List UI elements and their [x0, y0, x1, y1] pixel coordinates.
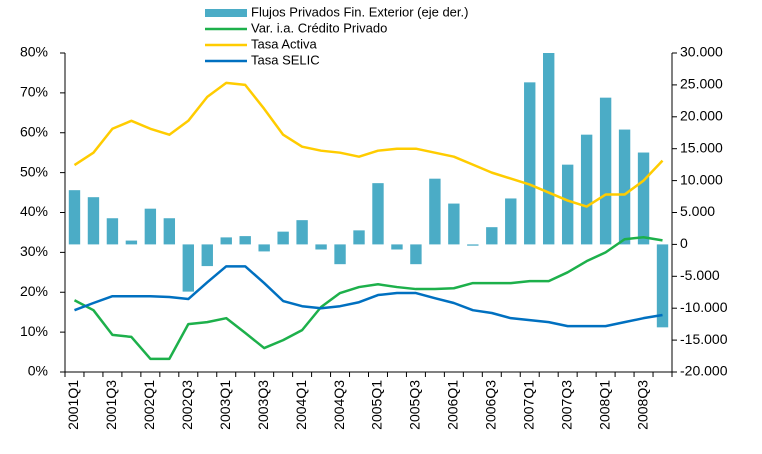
y2-tick-label: 10.000 [680, 171, 723, 187]
legend-swatch [205, 9, 247, 17]
y-tick-label: 60% [20, 123, 48, 139]
y-tick-label: 20% [20, 283, 48, 299]
bar [448, 203, 460, 245]
bar [163, 218, 176, 245]
x-tick-label: 2006Q3 [483, 380, 499, 430]
bar [87, 197, 100, 245]
x-tick-label: 2008Q3 [634, 380, 650, 430]
y-tick-label: 40% [20, 203, 48, 219]
x-tick-label: 2002Q3 [179, 380, 195, 430]
bar [220, 237, 232, 245]
y2-tick-label: 15.000 [680, 139, 723, 155]
bar [201, 244, 213, 267]
y2-tick-label: -5.000 [680, 267, 720, 283]
x-tick-label: 2003Q3 [255, 380, 271, 430]
bar [467, 244, 479, 246]
line [73, 81, 664, 208]
x-tick-label: 2005Q3 [407, 380, 423, 430]
y2-tick-label: 5.000 [680, 203, 715, 219]
y2-tick-label: -15.000 [680, 331, 728, 347]
bar [410, 244, 422, 265]
bar [618, 129, 631, 245]
x-tick-label: 2004Q1 [293, 380, 309, 430]
y2-tick-label: -10.000 [680, 299, 728, 315]
y2-tick-label: 25.000 [680, 76, 723, 92]
x-tick-label: 2002Q1 [141, 380, 157, 430]
bar [637, 152, 650, 245]
x-tick-label: 2003Q1 [217, 380, 233, 430]
y-tick-label: 70% [20, 84, 48, 100]
line [73, 235, 663, 361]
x-tick-label: 2001Q3 [103, 380, 119, 430]
bar [543, 53, 555, 245]
y-tick-label: 80% [20, 44, 48, 60]
y-tick-label: 0% [28, 363, 48, 379]
bar [524, 82, 536, 245]
bar [391, 244, 403, 250]
y2-tick-label: -20.000 [680, 363, 728, 379]
legend-label: Var. i.a. Crédito Privado [251, 20, 387, 35]
bar [353, 230, 365, 245]
bar [296, 220, 308, 245]
bar [315, 244, 327, 250]
x-tick-label: 2004Q3 [331, 380, 347, 430]
legend-label: Flujos Privados Fin. Exterior (eje der.) [251, 4, 468, 19]
legend-label: Tasa Activa [251, 36, 318, 51]
y2-tick-label: 20.000 [680, 108, 723, 124]
legend-label: Tasa SELIC [251, 52, 320, 67]
bar [599, 97, 612, 245]
x-tick-label: 2007Q1 [520, 380, 536, 430]
bar [125, 240, 138, 245]
bar [239, 236, 251, 245]
x-tick-label: 2007Q3 [558, 380, 574, 430]
bar [656, 244, 669, 328]
bar [429, 178, 441, 245]
bar [182, 244, 194, 292]
x-tick-label: 2001Q1 [65, 380, 81, 430]
y2-tick-label: 30.000 [680, 44, 723, 60]
bar [144, 208, 157, 245]
legend: Flujos Privados Fin. Exterior (eje der.)… [205, 4, 468, 67]
bar [580, 134, 593, 245]
bar [486, 227, 498, 245]
y-tick-label: 10% [20, 323, 48, 339]
bar [68, 190, 81, 245]
x-tick-label: 2008Q1 [596, 380, 612, 430]
line [74, 265, 663, 328]
bar [334, 244, 346, 265]
bar [505, 198, 517, 245]
bar [258, 244, 270, 252]
x-tick-label: 2005Q1 [369, 380, 385, 430]
y2-tick-label: 0 [680, 235, 688, 251]
y-tick-label: 50% [20, 163, 48, 179]
bar [106, 218, 119, 245]
bar [561, 164, 574, 245]
bar [372, 183, 384, 245]
y-tick-label: 30% [20, 243, 48, 259]
x-tick-label: 2006Q1 [445, 380, 461, 430]
bar [277, 231, 289, 245]
